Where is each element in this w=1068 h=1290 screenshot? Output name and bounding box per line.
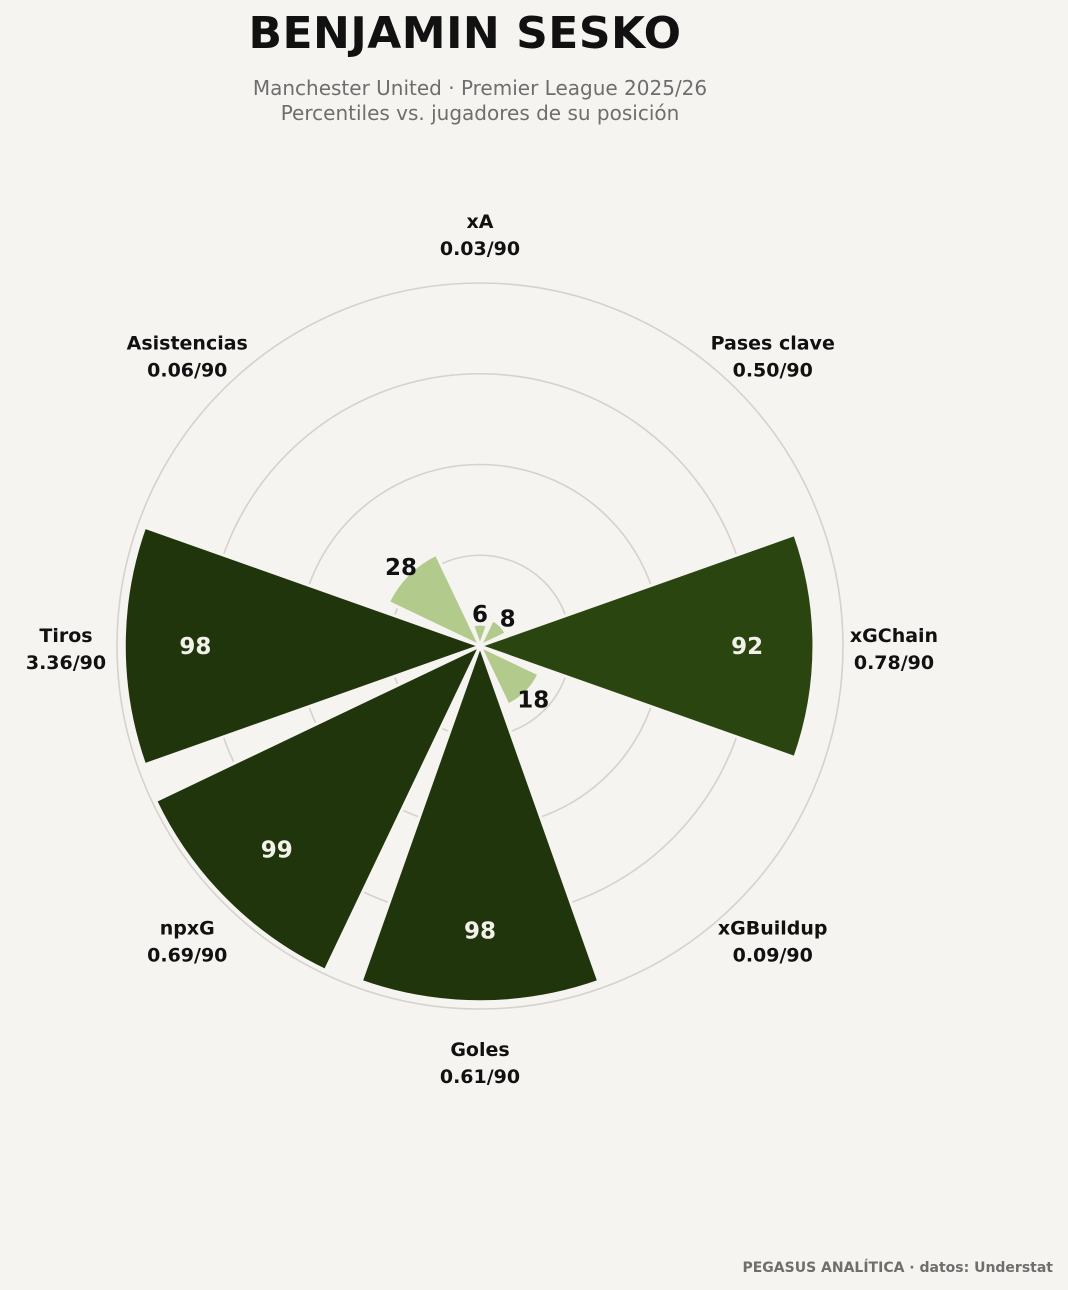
category-value-xa: 0.03/90 bbox=[440, 238, 520, 260]
grid-circle-100 bbox=[116, 282, 844, 1010]
category-label-xgbuildup: xGBuildup bbox=[718, 918, 828, 940]
subtitle-team-league: Manchester United · Premier League 2025/… bbox=[252, 76, 708, 100]
category-label-xa: xA bbox=[467, 211, 494, 233]
bar-pases-clave bbox=[476, 617, 509, 650]
bar-npxg bbox=[153, 642, 484, 973]
percentile-label-asistencias: 28 bbox=[385, 555, 417, 581]
category-value-asistencias: 0.06/90 bbox=[147, 359, 227, 381]
bar-goles bbox=[359, 641, 601, 1004]
bar-tiros bbox=[122, 525, 485, 767]
category-label-pases-clave: Pases clave bbox=[711, 332, 835, 354]
category-value-npxg: 0.69/90 bbox=[147, 945, 227, 967]
bar-asistencias bbox=[386, 552, 484, 650]
category-value-pases-clave: 0.50/90 bbox=[733, 359, 813, 381]
percentile-label-goles: 98 bbox=[464, 919, 496, 945]
percentile-label-tiros: 98 bbox=[179, 634, 211, 660]
player-title: BENJAMIN SESKO bbox=[248, 8, 682, 59]
category-label-tiros: Tiros bbox=[39, 625, 92, 647]
bar-xgbuildup bbox=[476, 642, 541, 707]
percentile-label-pases-clave: 8 bbox=[500, 606, 516, 632]
category-label-goles: Goles bbox=[450, 1039, 509, 1061]
percentile-label-npxg: 99 bbox=[261, 837, 293, 863]
category-value-goles: 0.61/90 bbox=[440, 1066, 520, 1088]
category-label-npxg: npxG bbox=[160, 918, 215, 940]
category-value-xgbuildup: 0.09/90 bbox=[733, 945, 813, 967]
category-label-xgchain: xGChain bbox=[850, 625, 938, 647]
footer-credit: PEGASUS ANALÍTICA · datos: Understat bbox=[742, 1260, 1053, 1276]
subtitle-percentiles: Percentiles vs. jugadores de su posición bbox=[280, 101, 680, 125]
percentile-label-xgbuildup: 18 bbox=[517, 687, 549, 713]
bar-xgchain bbox=[475, 532, 816, 760]
percentile-label-xa: 6 bbox=[472, 602, 488, 628]
category-value-xgchain: 0.78/90 bbox=[854, 652, 934, 674]
category-value-tiros: 3.36/90 bbox=[26, 652, 106, 674]
category-label-asistencias: Asistencias bbox=[127, 332, 248, 354]
bar-xa bbox=[470, 622, 490, 651]
percentile-label-xgchain: 92 bbox=[731, 634, 763, 660]
